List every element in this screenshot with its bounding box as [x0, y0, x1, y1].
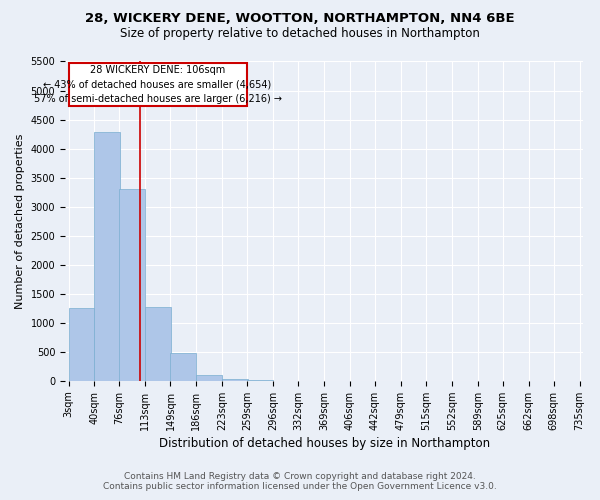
Bar [247, 380, 273, 381]
X-axis label: Distribution of detached houses by size in Northampton: Distribution of detached houses by size … [158, 437, 490, 450]
FancyBboxPatch shape [68, 62, 247, 106]
Bar [68, 308, 94, 381]
Bar [196, 375, 222, 381]
Bar [94, 132, 120, 381]
Y-axis label: Number of detached properties: Number of detached properties [15, 134, 25, 309]
Text: 28 WICKERY DENE: 106sqm
← 43% of detached houses are smaller (4,654)
57% of semi: 28 WICKERY DENE: 106sqm ← 43% of detache… [34, 64, 281, 104]
Text: Contains HM Land Registry data © Crown copyright and database right 2024.
Contai: Contains HM Land Registry data © Crown c… [103, 472, 497, 491]
Bar [170, 353, 196, 381]
Bar [145, 306, 171, 381]
Bar [119, 189, 145, 381]
Bar [222, 378, 248, 381]
Text: 28, WICKERY DENE, WOOTTON, NORTHAMPTON, NN4 6BE: 28, WICKERY DENE, WOOTTON, NORTHAMPTON, … [85, 12, 515, 26]
Text: Size of property relative to detached houses in Northampton: Size of property relative to detached ho… [120, 28, 480, 40]
